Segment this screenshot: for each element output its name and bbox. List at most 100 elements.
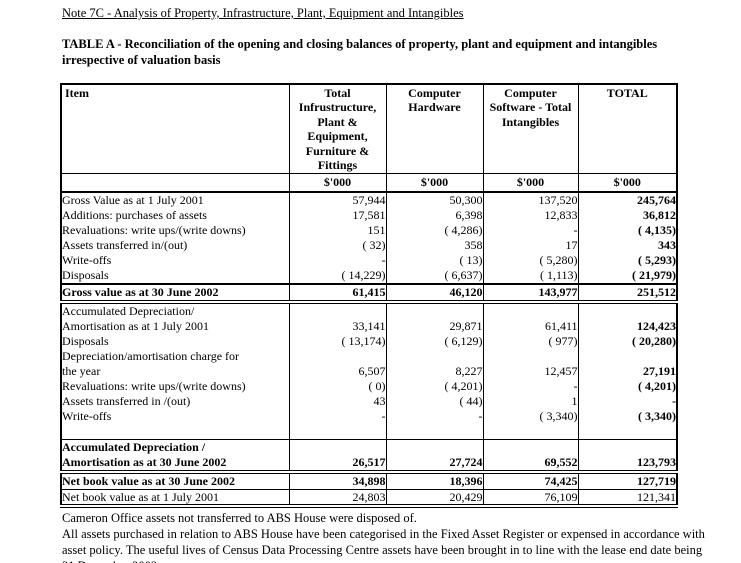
value-cell xyxy=(577,439,678,455)
table-row: Revaluations: write ups/(write downs) 15… xyxy=(60,223,678,239)
value-cell xyxy=(577,423,678,440)
table-heading: TABLE A - Reconciliation of the opening … xyxy=(62,36,707,68)
row-label: Gross Value as at 1 July 2001 xyxy=(60,192,290,209)
table-row: Additions: purchases of assets 17,581 6,… xyxy=(60,208,678,224)
value-cell xyxy=(288,439,387,455)
page-title: Note 7C - Analysis of Property, Infrastr… xyxy=(62,6,464,20)
column-header-line: TOTAL xyxy=(606,86,648,100)
value-cell: ( 3,340) xyxy=(482,408,579,424)
column-header-line: Intangibles xyxy=(501,114,560,129)
value-cell: ( 14,229) xyxy=(288,268,387,285)
value-cell: ( 6,129) xyxy=(385,333,484,349)
footnote-2-line-3: 31 December 2002. xyxy=(62,559,741,563)
table-row-net-book-closing: Net book value as at 30 June 2002 34,898… xyxy=(60,469,678,490)
row-label: Accumulated Depreciation/ xyxy=(60,301,290,319)
value-cell: 6,398 xyxy=(385,208,484,224)
units-empty-cell xyxy=(60,173,290,194)
value-cell xyxy=(288,348,387,364)
table-row: Revaluations: write ups/(write downs) ( … xyxy=(60,378,678,394)
value-cell: - xyxy=(577,393,678,409)
value-cell: ( 4,286) xyxy=(385,223,484,239)
value-cell: - xyxy=(288,408,387,424)
value-cell: 251,512 xyxy=(577,283,678,304)
value-cell: ( 1,113) xyxy=(482,268,579,285)
value-cell: 27,191 xyxy=(577,363,678,379)
value-cell xyxy=(385,423,484,440)
value-cell: 24,803 xyxy=(288,489,387,507)
footnotes: Cameron Office assets not transferred to… xyxy=(62,511,741,563)
table-row: Depreciation/amortisation charge for xyxy=(60,348,678,364)
column-header-line: Fittings xyxy=(317,158,358,173)
column-header-line: Software - Total xyxy=(489,100,572,115)
value-cell: - xyxy=(482,378,579,394)
value-cell xyxy=(482,439,579,455)
table-row: Gross Value as at 1 July 2001 57,944 50,… xyxy=(60,192,678,209)
value-cell: 46,120 xyxy=(385,283,484,304)
value-cell xyxy=(288,301,387,319)
units-cell: $'000 xyxy=(482,173,579,194)
value-cell: 245,764 xyxy=(577,192,678,209)
value-cell: 27,724 xyxy=(385,454,484,472)
value-cell xyxy=(577,348,678,364)
table-row: Amortisation as at 1 July 2001 33,141 29… xyxy=(60,318,678,334)
value-cell: ( 3,340) xyxy=(577,408,678,424)
value-cell xyxy=(385,348,484,364)
column-header-infrastructure: Total Infrustructure, Plant & Equipment,… xyxy=(288,84,387,175)
value-cell: 6,507 xyxy=(288,363,387,379)
value-cell: 26,517 xyxy=(288,454,387,472)
value-cell xyxy=(577,301,678,319)
value-cell: ( 32) xyxy=(288,238,387,254)
units-cell: $'000 xyxy=(577,173,678,194)
row-label: Write-offs xyxy=(60,408,290,424)
row-label: Gross value as at 30 June 2002 xyxy=(60,283,290,304)
table-row-gross-closing: Gross value as at 30 June 2002 61,415 46… xyxy=(60,283,678,304)
value-cell: 17,581 xyxy=(288,208,387,224)
table-row-accum-closing: Amortisation as at 30 June 2002 26,517 2… xyxy=(60,454,678,472)
value-cell xyxy=(385,301,484,319)
table-heading-line-2: irrespective of valuation basis xyxy=(62,53,221,67)
value-cell: 124,423 xyxy=(577,318,678,334)
value-cell: ( 6,637) xyxy=(385,268,484,285)
table-heading-line-1: TABLE A - Reconciliation of the opening … xyxy=(62,37,658,51)
value-cell: ( 4,135) xyxy=(577,223,678,239)
value-cell: 8,227 xyxy=(385,363,484,379)
column-header-line: Furniture & xyxy=(305,143,370,158)
units-cell: $'000 xyxy=(385,173,484,194)
units-cell: $'000 xyxy=(288,173,387,194)
value-cell: 143,977 xyxy=(482,283,579,304)
value-cell: 137,520 xyxy=(482,192,579,209)
row-label: Revaluations: write ups/(write downs) xyxy=(60,223,290,239)
column-header-line: Infrustructure, xyxy=(298,100,377,115)
value-cell: 17 xyxy=(482,238,579,254)
table-row: Write-offs - - ( 3,340) ( 3,340) xyxy=(60,408,678,424)
value-cell: 76,109 xyxy=(482,489,579,507)
row-label: Write-offs xyxy=(60,253,290,269)
value-cell: 12,457 xyxy=(482,363,579,379)
column-header-hardware: Computer Hardware xyxy=(385,84,484,175)
row-label: Amortisation as at 30 June 2002 xyxy=(60,454,290,472)
value-cell: 343 xyxy=(577,238,678,254)
row-label: Assets transferred in /(out) xyxy=(60,393,290,409)
footnote-1: Cameron Office assets not transferred to… xyxy=(62,511,417,526)
value-cell: 1 xyxy=(482,393,579,409)
value-cell: 61,415 xyxy=(288,283,387,304)
column-header-total: TOTAL xyxy=(577,84,678,175)
row-label: Depreciation/amortisation charge for xyxy=(60,348,290,364)
table-row: Disposals ( 14,229) ( 6,637) ( 1,113) ( … xyxy=(60,268,678,285)
column-header-line: Total xyxy=(324,86,351,100)
row-label: Revaluations: write ups/(write downs) xyxy=(60,378,290,394)
value-cell: 151 xyxy=(288,223,387,239)
value-cell: ( 977) xyxy=(482,333,579,349)
value-cell: 36,812 xyxy=(577,208,678,224)
value-cell: - xyxy=(482,223,579,239)
value-cell: 34,898 xyxy=(288,469,387,490)
value-cell xyxy=(482,348,579,364)
row-label: Assets transferred in/(out) xyxy=(60,238,290,254)
table-row-spacer xyxy=(60,423,678,440)
table-row: Accumulated Depreciation / xyxy=(60,439,678,455)
value-cell: 18,396 xyxy=(385,469,484,490)
value-cell: 121,341 xyxy=(577,489,678,507)
table-row: the year 6,507 8,227 12,457 27,191 xyxy=(60,363,678,379)
table-row: Disposals ( 13,174) ( 6,129) ( 977) ( 20… xyxy=(60,333,678,349)
